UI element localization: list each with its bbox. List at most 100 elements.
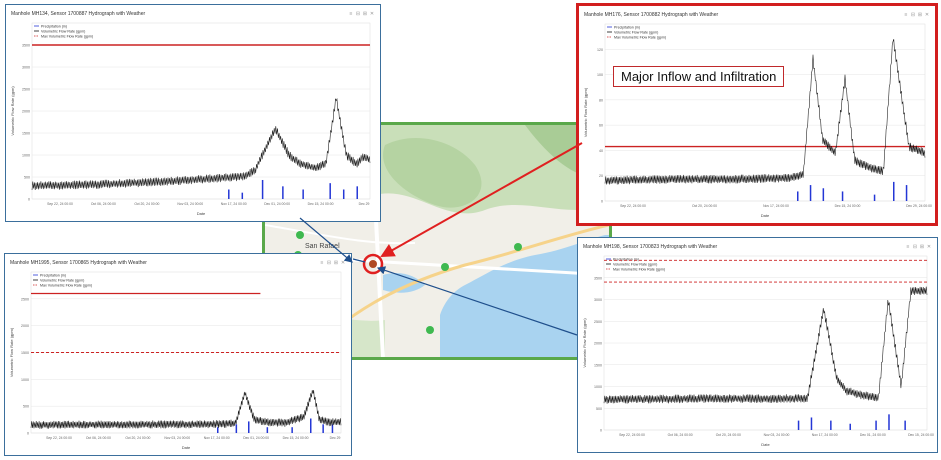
y-tick-label: 3000: [22, 66, 30, 70]
legend-entry: Precipitation (in): [614, 26, 640, 30]
x-tick-label: Dec 29: [359, 202, 370, 206]
precip-bar: [228, 189, 230, 199]
y-tick-label: 0: [27, 432, 29, 436]
y-tick-label: 0: [600, 429, 602, 433]
x-tick-label: Dec 01, 24 00:00: [264, 202, 290, 206]
toolbar-icon: ⊞: [920, 244, 924, 250]
legend-entry: Precipitation (in): [41, 25, 67, 29]
y-axis-label: Volumetric Flow Rate (gpm): [9, 327, 14, 377]
toolbar-icon: ⊟: [356, 11, 360, 17]
y-tick-label: 1500: [22, 132, 30, 136]
precip-bar: [849, 423, 851, 430]
y-tick-label: 2500: [594, 320, 602, 324]
y-tick-label: 2500: [21, 297, 29, 301]
precip-bar: [266, 427, 269, 433]
x-tick-label: Nov 17, 24 00:00: [763, 204, 789, 208]
x-tick-label: Oct 06, 24 00:00: [668, 433, 693, 437]
x-axis-label: Date: [761, 442, 770, 447]
y-axis-label: Volumetric Flow Rate (gpm): [583, 87, 588, 137]
y-tick-label: 3500: [594, 276, 602, 280]
flow-rate-line: [603, 286, 928, 404]
hydrograph-panel-mh1995[interactable]: Manhole MH1995, Sensor 1700865 Hydrograp…: [4, 253, 352, 456]
y-tick-label: 500: [24, 176, 30, 180]
legend-entry: Volumetric Flow Rate (gpm): [41, 30, 85, 34]
y-tick-label: 500: [23, 405, 29, 409]
x-tick-label: Nov 03, 24 00:00: [764, 433, 790, 437]
y-tick-label: 100: [597, 73, 603, 77]
precip-bar: [809, 185, 812, 201]
precip-bar: [322, 424, 324, 433]
y-tick-label: 1500: [21, 351, 29, 355]
precip-bar: [331, 424, 334, 433]
x-tick-label: Dec 15, 24 00:00: [908, 433, 934, 437]
y-tick-label: 2500: [22, 88, 30, 92]
y-tick-label: 3500: [22, 44, 30, 48]
precip-bar: [310, 418, 312, 433]
major-inflow-callout: Major Inflow and Infiltration: [613, 66, 785, 87]
toolbar-icon: ⊟: [327, 260, 331, 266]
y-tick-label: 1500: [594, 363, 602, 367]
y-tick-label: 0: [601, 200, 603, 204]
precip-bar: [291, 427, 293, 433]
precip-bar: [797, 420, 800, 430]
precip-bar: [248, 421, 250, 433]
x-tick-label: Sep 22, 24 00:00: [620, 204, 646, 208]
toolbar-icon: ✕: [341, 260, 345, 266]
precip-bar: [302, 189, 304, 199]
precip-bar: [356, 186, 358, 199]
precip-bar: [822, 188, 825, 201]
y-tick-label: 60: [599, 124, 603, 128]
x-axis-label: Date: [182, 445, 191, 450]
y-tick-label: 40: [599, 149, 603, 153]
legend-entry: Volumetric Flow Rate (gpm): [614, 31, 658, 35]
precip-bar: [261, 179, 264, 199]
precip-bar: [797, 191, 799, 201]
hydrograph-panel-mh176[interactable]: Manhole MH176, Sensor 1700882 Hydrograph…: [576, 3, 938, 226]
x-tick-label: Sep 22, 24 00:00: [47, 202, 73, 206]
x-tick-label: Dec 01, 24 00:00: [860, 433, 886, 437]
precip-bar: [810, 417, 813, 430]
toolbar-icon: ≡: [321, 260, 324, 266]
flow-rate-line: [31, 98, 371, 191]
hydrograph-panel-mh198[interactable]: Manhole MH198, Sensor 1700823 Hydrograph…: [577, 237, 938, 453]
toolbar-icon: ⊞: [918, 12, 922, 18]
precip-bar: [329, 183, 331, 199]
chart-title: Manhole MH1995, Sensor 1700865 Hydrograp…: [10, 260, 147, 266]
toolbar-icon: ≡: [907, 244, 910, 250]
y-tick-label: 2000: [21, 324, 29, 328]
x-tick-label: Oct 06, 24 00:00: [91, 202, 116, 206]
x-axis-label: Date: [761, 213, 770, 218]
precip-bar: [888, 414, 890, 430]
plot-area: [31, 22, 371, 200]
y-tick-label: 2000: [22, 110, 30, 114]
precip-bar: [241, 192, 244, 199]
flow-rate-line: [30, 389, 342, 429]
map-city-label: San Rafael: [305, 243, 340, 250]
x-axis-label: Date: [197, 211, 206, 216]
precip-bar: [875, 420, 877, 430]
flow-rate-line: [604, 39, 926, 185]
x-tick-label: Nov 17, 24 00:00: [812, 433, 838, 437]
x-tick-label: Dec 29: [330, 436, 341, 440]
toolbar-icon: ≡: [350, 11, 353, 17]
hydrograph-panel-mh134[interactable]: Manhole MH134, Sensor 1700887 Hydrograph…: [5, 4, 381, 222]
legend-entry: Max Volumetric Flow Rate (gpm): [613, 268, 665, 272]
toolbar-icon: ✕: [927, 244, 931, 250]
precip-bar: [873, 194, 876, 201]
toolbar-icon: ✕: [370, 11, 374, 17]
precip-bar: [217, 427, 219, 433]
y-tick-label: 500: [596, 407, 602, 411]
y-tick-label: 80: [599, 98, 603, 102]
toolbar-icon: ⊞: [334, 260, 338, 266]
legend-entry: Volumetric Flow Rate (gpm): [40, 279, 84, 283]
x-tick-label: Oct 20, 24 00:00: [125, 436, 150, 440]
legend-entry: Precipitation (in): [40, 274, 66, 278]
x-tick-label: Dec 01, 24 00:00: [243, 436, 269, 440]
y-tick-label: 120: [597, 48, 603, 52]
precip-bar: [342, 189, 345, 199]
y-tick-label: 1000: [594, 385, 602, 389]
plot-area: [603, 255, 928, 431]
x-tick-label: Nov 17, 24 00:00: [221, 202, 247, 206]
y-tick-label: 1000: [22, 154, 30, 158]
precip-bar: [282, 186, 284, 199]
